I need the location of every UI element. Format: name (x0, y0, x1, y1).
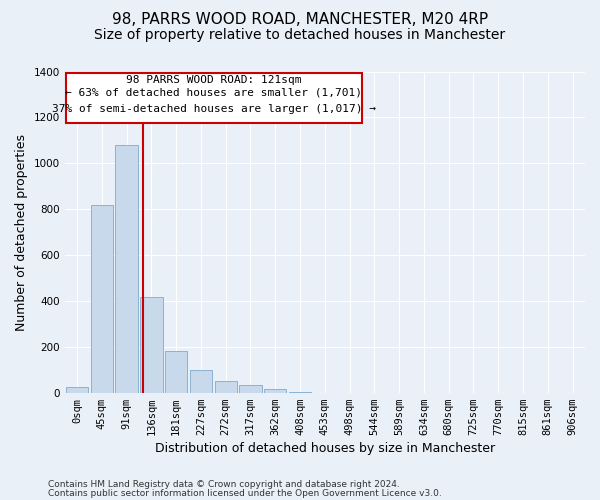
Bar (66, 387, 88, 392)
Bar (165, 352, 187, 393)
Bar (239, 386, 262, 392)
Bar (264, 388, 286, 392)
Bar (140, 298, 163, 392)
Y-axis label: Number of detached properties: Number of detached properties (15, 134, 28, 330)
Bar (190, 370, 212, 392)
Text: 98, PARRS WOOD ROAD, MANCHESTER, M20 4RP: 98, PARRS WOOD ROAD, MANCHESTER, M20 4RP (112, 12, 488, 28)
Text: 37% of semi-detached houses are larger (1,017) →: 37% of semi-detached houses are larger (… (52, 104, 376, 114)
Bar (115, 145, 138, 392)
X-axis label: Distribution of detached houses by size in Manchester: Distribution of detached houses by size … (155, 442, 495, 455)
Text: ← 63% of detached houses are smaller (1,701): ← 63% of detached houses are smaller (1,… (65, 88, 362, 98)
Bar (91, 204, 113, 392)
Text: 98 PARRS WOOD ROAD: 121sqm: 98 PARRS WOOD ROAD: 121sqm (126, 75, 302, 85)
Text: Contains HM Land Registry data © Crown copyright and database right 2024.: Contains HM Land Registry data © Crown c… (48, 480, 400, 489)
Bar (215, 381, 237, 392)
Text: Contains public sector information licensed under the Open Government Licence v3: Contains public sector information licen… (48, 488, 442, 498)
Text: Size of property relative to detached houses in Manchester: Size of property relative to detached ho… (94, 28, 506, 42)
